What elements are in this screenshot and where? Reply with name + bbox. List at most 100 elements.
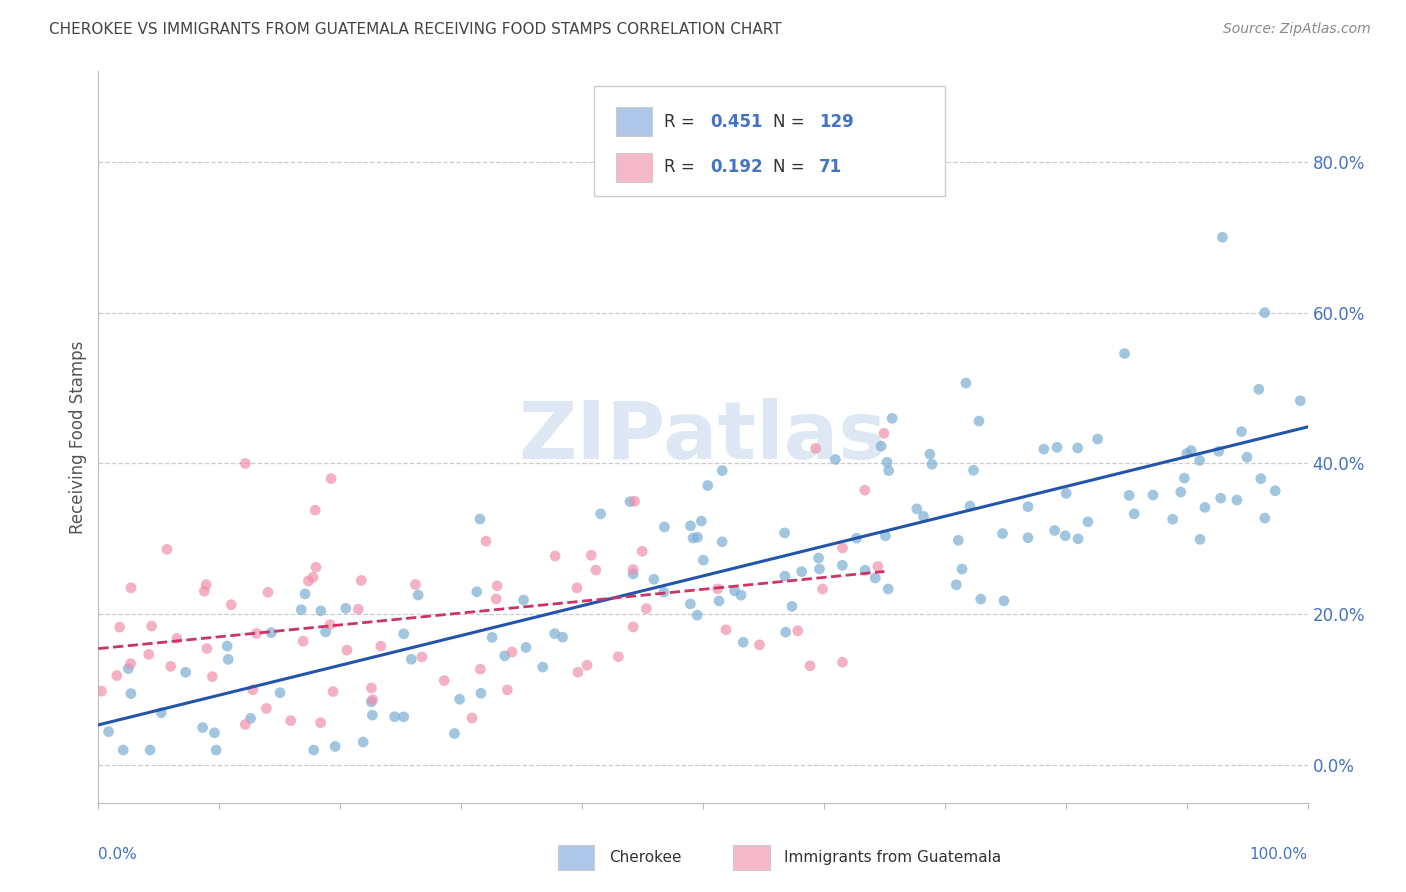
Point xyxy=(280,714,302,728)
Point xyxy=(877,464,900,478)
Point xyxy=(585,563,607,577)
Point xyxy=(302,743,325,757)
Point xyxy=(1054,529,1077,543)
Point xyxy=(1123,507,1146,521)
Point xyxy=(775,625,797,640)
Point xyxy=(921,457,943,471)
Point xyxy=(166,632,188,646)
Point xyxy=(1230,425,1253,439)
Point xyxy=(174,665,197,680)
Point xyxy=(1046,440,1069,454)
Point xyxy=(405,577,427,591)
FancyBboxPatch shape xyxy=(595,86,945,195)
Point xyxy=(117,662,139,676)
Point xyxy=(1043,524,1066,538)
Point xyxy=(873,426,896,441)
Point xyxy=(449,692,471,706)
Text: 0.0%: 0.0% xyxy=(98,847,138,862)
Point xyxy=(361,692,384,706)
Point xyxy=(319,617,342,632)
Point xyxy=(565,581,588,595)
Point xyxy=(1017,531,1039,545)
Point xyxy=(105,668,128,682)
Point xyxy=(799,658,821,673)
Point xyxy=(882,411,904,425)
Point xyxy=(141,619,163,633)
Text: N =: N = xyxy=(773,159,810,177)
Point xyxy=(686,530,709,544)
Point xyxy=(905,501,928,516)
Point xyxy=(686,608,709,623)
Point xyxy=(692,553,714,567)
Point xyxy=(711,534,734,549)
Point xyxy=(690,514,713,528)
Point xyxy=(853,483,876,498)
Point xyxy=(201,670,224,684)
Point xyxy=(1250,472,1272,486)
Point xyxy=(619,494,641,508)
Point xyxy=(159,659,181,673)
Point xyxy=(643,572,665,586)
Point xyxy=(360,681,382,695)
Point xyxy=(1114,346,1136,360)
Point xyxy=(773,569,796,583)
Point xyxy=(831,655,853,669)
Point xyxy=(865,571,887,585)
Point xyxy=(786,624,808,638)
Point xyxy=(948,533,970,548)
Text: 71: 71 xyxy=(820,159,842,177)
FancyBboxPatch shape xyxy=(616,107,652,136)
Point xyxy=(780,599,803,614)
Point xyxy=(217,652,239,666)
Point xyxy=(195,641,218,656)
Point xyxy=(239,711,262,725)
Point xyxy=(321,471,343,485)
Point xyxy=(392,710,415,724)
Text: 0.451: 0.451 xyxy=(710,112,762,131)
Point xyxy=(824,452,846,467)
Point xyxy=(636,601,658,615)
Point xyxy=(1067,532,1090,546)
Point xyxy=(733,635,755,649)
Point xyxy=(233,457,256,471)
Y-axis label: Receiving Food Stamps: Receiving Food Stamps xyxy=(69,341,87,533)
Point xyxy=(304,503,326,517)
Point xyxy=(831,541,853,555)
Point xyxy=(1209,491,1232,505)
Point xyxy=(481,631,503,645)
Point xyxy=(1211,230,1233,244)
Point xyxy=(679,597,702,611)
Point xyxy=(1180,443,1202,458)
Point xyxy=(315,625,337,640)
Point xyxy=(120,581,142,595)
Point xyxy=(120,687,142,701)
Point xyxy=(831,558,853,573)
Point xyxy=(294,587,316,601)
Point xyxy=(515,640,537,655)
Point xyxy=(501,645,523,659)
FancyBboxPatch shape xyxy=(616,153,652,182)
Point xyxy=(589,507,612,521)
Point xyxy=(876,455,898,469)
Point xyxy=(193,584,215,599)
Point xyxy=(290,603,312,617)
Point xyxy=(1194,500,1216,515)
Text: 100.0%: 100.0% xyxy=(1250,847,1308,862)
Point xyxy=(1254,511,1277,525)
Point xyxy=(257,585,280,599)
Point xyxy=(360,695,382,709)
Point xyxy=(631,544,654,558)
Point xyxy=(730,588,752,602)
Point xyxy=(468,512,491,526)
Point xyxy=(139,743,162,757)
Text: R =: R = xyxy=(664,112,700,131)
Point xyxy=(465,584,488,599)
Point xyxy=(724,583,747,598)
Point xyxy=(384,709,406,723)
Point xyxy=(1173,471,1195,485)
Point xyxy=(607,649,630,664)
Point xyxy=(138,648,160,662)
Point xyxy=(579,548,602,562)
Point xyxy=(955,376,977,390)
Point xyxy=(302,570,325,584)
